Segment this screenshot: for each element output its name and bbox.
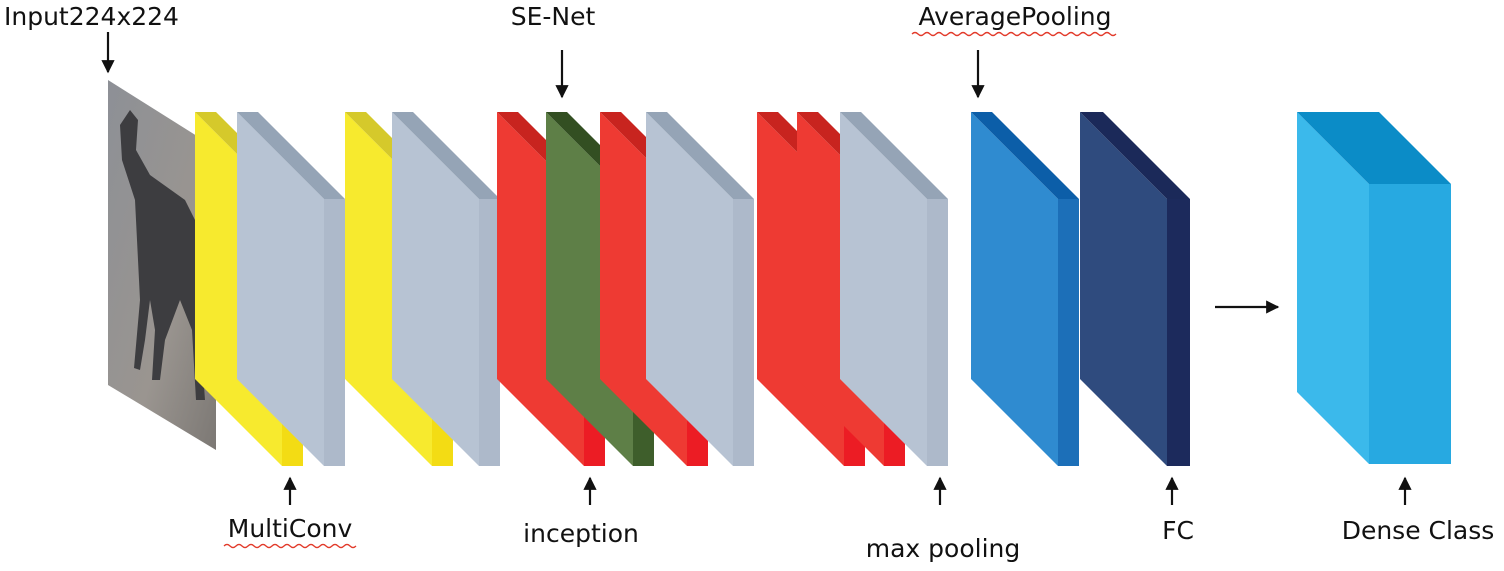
layer-face — [971, 112, 1058, 466]
layers — [108, 80, 1451, 466]
layer-face — [1167, 199, 1190, 466]
layer-face — [237, 112, 345, 199]
arrows — [101, 32, 1412, 505]
label: max pooling — [866, 534, 1020, 563]
layer-face — [733, 199, 754, 466]
layer-face — [646, 112, 733, 466]
layer-face — [1297, 112, 1369, 464]
layer-face — [237, 112, 324, 466]
layer-face — [392, 112, 479, 466]
label: AveragePooling — [918, 2, 1111, 31]
label: inception — [523, 519, 639, 548]
layer-face — [1080, 112, 1190, 199]
layer-face — [392, 112, 500, 199]
layer-face — [1080, 112, 1167, 466]
label: SE-Net — [511, 2, 596, 31]
label: Dense Class — [1342, 516, 1495, 545]
deer — [120, 110, 208, 400]
layer-face — [971, 112, 1079, 199]
layer-face — [1058, 199, 1079, 466]
spell-underline — [223, 543, 357, 549]
layer-face — [1369, 184, 1451, 464]
layer-face — [1297, 112, 1451, 184]
layer-face — [927, 199, 948, 466]
layer-face — [646, 112, 754, 199]
layer-face — [479, 199, 500, 466]
layer-face — [840, 112, 948, 199]
label: MultiConv — [228, 514, 353, 543]
label: Input224x224 — [4, 2, 179, 31]
spell-underline — [911, 31, 1117, 37]
layer-face — [840, 112, 927, 466]
label: FC — [1162, 516, 1194, 545]
layer-face — [324, 199, 345, 466]
